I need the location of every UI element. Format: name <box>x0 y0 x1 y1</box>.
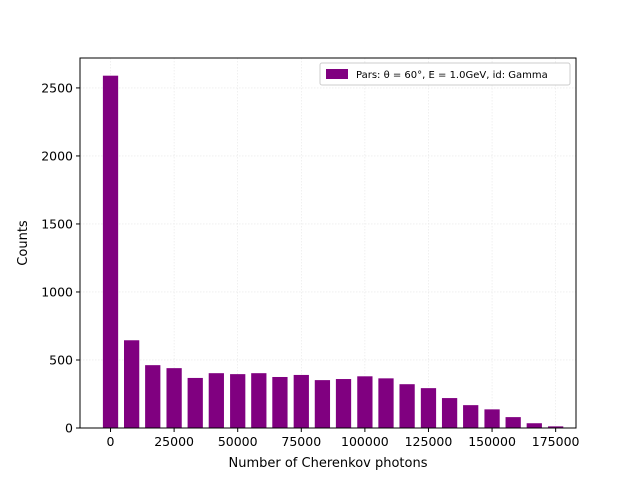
y-axis-label: Counts <box>16 220 31 266</box>
histogram-bar <box>357 376 373 428</box>
histogram-bar <box>314 380 331 428</box>
histogram-bar <box>463 405 479 428</box>
plot-background <box>80 58 576 428</box>
histogram-bar <box>187 377 203 428</box>
x-tick-label: 0 <box>107 434 115 449</box>
y-tick-label: 2000 <box>41 148 73 163</box>
x-axis-ticks: 0 25000 50000 75000 100000 125000 150000 175000 <box>107 428 580 449</box>
histogram-bar <box>335 379 352 428</box>
x-tick-label: 125000 <box>405 434 453 449</box>
histogram-bar <box>399 384 415 428</box>
legend: Pars: θ = 60°, E = 1.0GeV, id: Gamma <box>319 62 571 86</box>
x-tick-label: 50000 <box>218 434 258 449</box>
legend-entry-gamma: Pars: θ = 60°, E = 1.0GeV, id: Gamma <box>356 70 548 81</box>
x-tick-label: 75000 <box>281 434 321 449</box>
plot-frame <box>79 57 577 429</box>
y-axis-ticks: 0 500 1000 1500 2000 2500 <box>41 80 80 436</box>
y-tick-label: 1000 <box>41 284 73 299</box>
histogram-bar <box>441 398 458 428</box>
histogram-bar <box>548 426 564 428</box>
bars <box>102 75 564 428</box>
histogram-bar <box>420 388 437 428</box>
histogram-bar <box>208 373 224 428</box>
histogram-bar <box>526 423 542 428</box>
histogram-bar <box>166 368 182 428</box>
histogram-bar <box>272 376 288 428</box>
x-tick-label: 150000 <box>468 434 516 449</box>
histogram-bar <box>505 417 521 428</box>
legend-box <box>319 62 571 86</box>
x-tick-label: 25000 <box>154 434 194 449</box>
histogram-bar <box>102 75 119 428</box>
x-tick-label: 175000 <box>532 434 580 449</box>
y-tick-label: 500 <box>49 352 73 367</box>
y-tick-label: 0 <box>65 421 73 436</box>
y-tick-label: 2500 <box>41 80 73 95</box>
histogram-bar <box>145 365 161 428</box>
x-tick-label: 100000 <box>341 434 389 449</box>
histogram-bar <box>251 373 267 428</box>
histogram-bar <box>293 374 309 428</box>
legend-swatch <box>326 69 348 79</box>
histogram-bar <box>124 340 140 428</box>
histogram-bar <box>378 378 394 428</box>
histogram-bar <box>484 409 500 428</box>
x-axis-label: Number of Cherenkov photons <box>229 456 428 471</box>
y-tick-label: 1500 <box>41 216 73 231</box>
histogram-bar <box>230 374 246 428</box>
